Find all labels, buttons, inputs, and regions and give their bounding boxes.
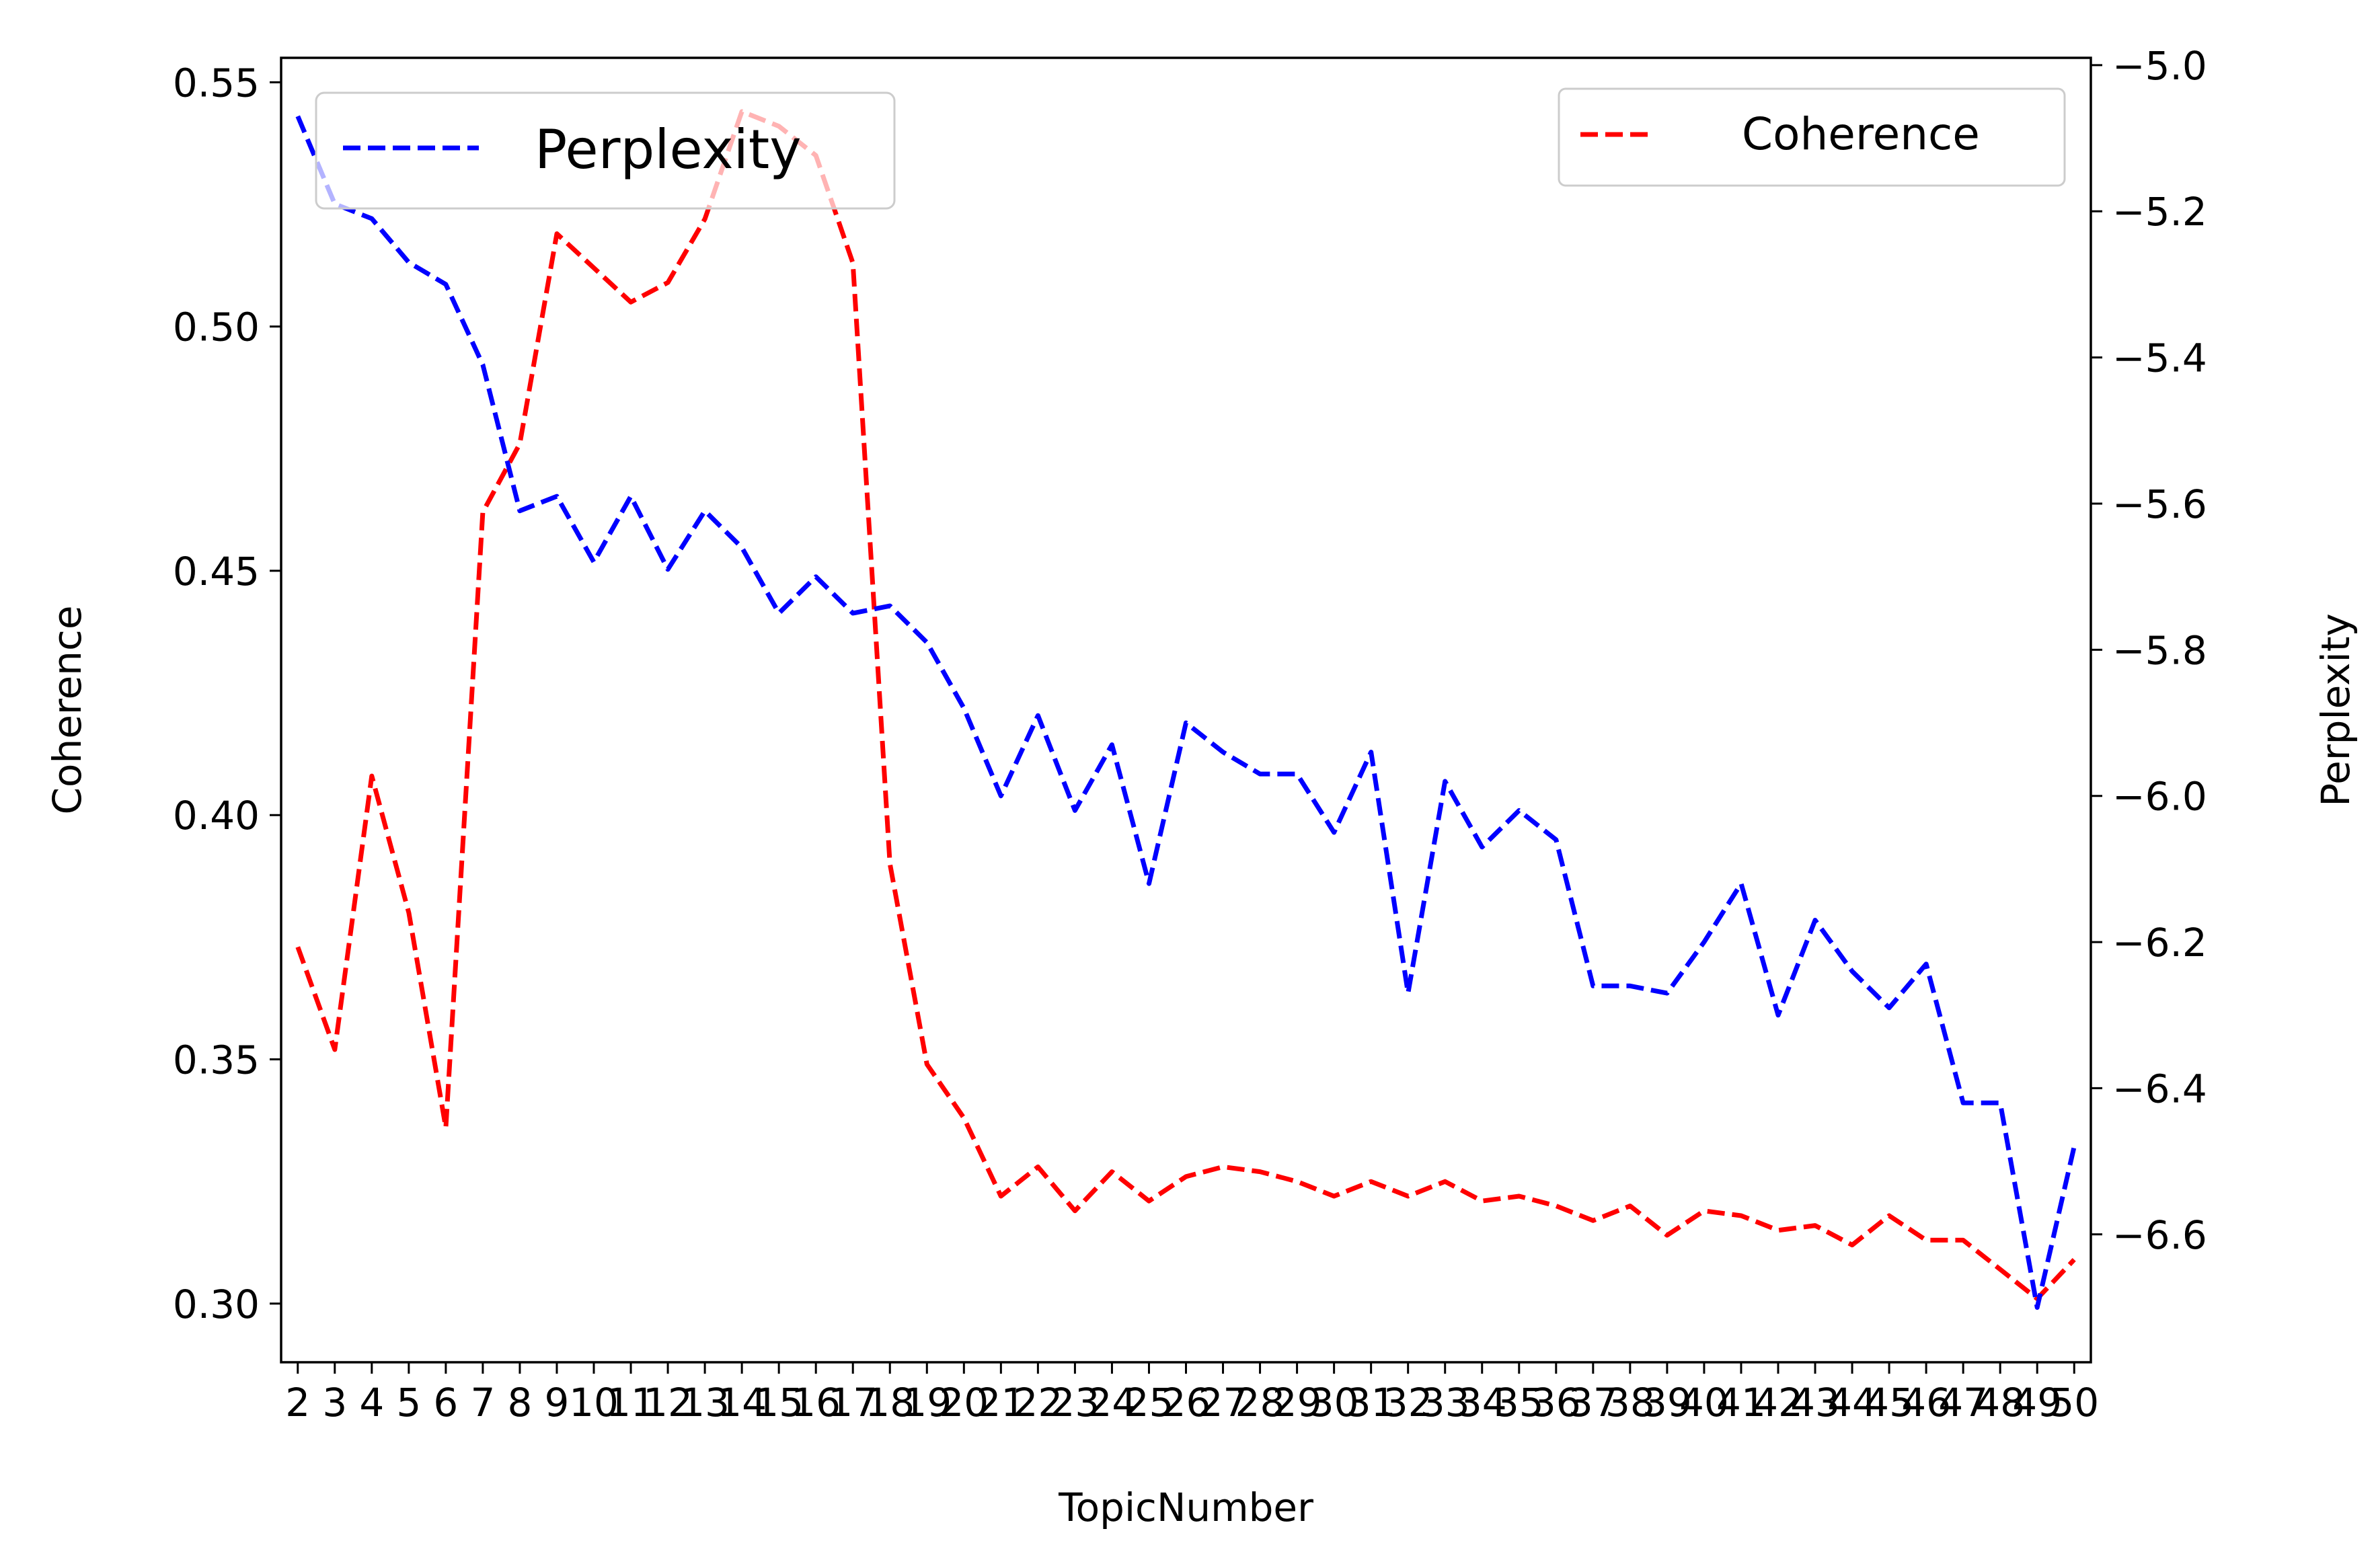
x-tick-label: 34 bbox=[1457, 1380, 1507, 1425]
legend-coherence-box bbox=[1558, 87, 2066, 187]
x-tick-label: 20 bbox=[939, 1380, 989, 1425]
legend-perplexity: Perplexity bbox=[315, 91, 896, 210]
x-tick-label: 41 bbox=[1716, 1380, 1766, 1425]
x-tick-label: 45 bbox=[1864, 1380, 1914, 1425]
x-tick-label: 21 bbox=[976, 1380, 1026, 1425]
x-tick-label: 23 bbox=[1050, 1380, 1100, 1425]
y-right-tick-label: −5.2 bbox=[2112, 189, 2207, 235]
series-line-coherence bbox=[295, 109, 2076, 1301]
x-tick-label: 8 bbox=[507, 1380, 532, 1425]
x-tick-label: 39 bbox=[1642, 1380, 1692, 1425]
x-tick-label: 9 bbox=[545, 1380, 570, 1425]
x-tick-label: 27 bbox=[1198, 1380, 1248, 1425]
y-right-axis-label: Perplexity bbox=[2313, 613, 2359, 807]
x-tick-label: 24 bbox=[1087, 1380, 1137, 1425]
x-tick-label: 43 bbox=[1790, 1380, 1840, 1425]
x-tick-label: 38 bbox=[1605, 1380, 1655, 1425]
y-right-tick-label: −6.0 bbox=[2112, 774, 2207, 820]
x-tick-label: 28 bbox=[1235, 1380, 1285, 1425]
x-tick-label: 13 bbox=[680, 1380, 730, 1425]
y-left-tick-label: 0.35 bbox=[173, 1037, 260, 1083]
legend-perplexity-label: Perplexity bbox=[535, 118, 802, 181]
x-tick-label: 44 bbox=[1827, 1380, 1877, 1425]
x-tick-label: 50 bbox=[2049, 1380, 2099, 1425]
x-tick-label: 17 bbox=[828, 1380, 878, 1425]
legend-perplexity-box bbox=[315, 91, 896, 210]
x-tick-label: 35 bbox=[1494, 1380, 1544, 1425]
x-tick-label: 11 bbox=[606, 1380, 656, 1425]
y-right-tick-label: −5.6 bbox=[2112, 481, 2207, 527]
x-tick-label: 4 bbox=[359, 1380, 384, 1425]
y-left-tick-label: 0.50 bbox=[173, 305, 260, 350]
x-axis-label: TopicNumber bbox=[1058, 1485, 1313, 1530]
y-right-tick-label: −6.6 bbox=[2112, 1212, 2207, 1258]
x-tick-label: 33 bbox=[1420, 1380, 1470, 1425]
x-tick-label: 49 bbox=[2012, 1380, 2062, 1425]
legend-coherence-label: Coherence bbox=[1742, 108, 1980, 160]
x-tick-label: 19 bbox=[902, 1380, 952, 1425]
x-tick-label: 16 bbox=[791, 1380, 841, 1425]
x-tick-label: 31 bbox=[1346, 1380, 1396, 1425]
y-left-tick-label: 0.45 bbox=[173, 549, 260, 594]
series-layer bbox=[295, 109, 2077, 1310]
x-tick-label: 7 bbox=[470, 1380, 495, 1425]
x-tick-label: 18 bbox=[865, 1380, 915, 1425]
x-tick-label: 6 bbox=[433, 1380, 458, 1425]
x-tick-label: 2 bbox=[285, 1380, 310, 1425]
y-left-axis-label: Coherence bbox=[44, 605, 90, 814]
x-tick-label: 26 bbox=[1161, 1380, 1211, 1425]
x-tick-label: 3 bbox=[322, 1380, 347, 1425]
x-tick-label: 10 bbox=[569, 1380, 619, 1425]
x-tick-label: 12 bbox=[643, 1380, 693, 1425]
axes-layer: 2 3 4 5 6 7 8 9 10111213141516171819202122232425… bbox=[44, 43, 2359, 1530]
x-tick-label: 14 bbox=[717, 1380, 767, 1425]
y-right-tick-label: −5.0 bbox=[2112, 43, 2207, 89]
x-tick-label: 25 bbox=[1124, 1380, 1174, 1425]
y-right-tick-label: −5.4 bbox=[2112, 336, 2207, 381]
x-tick-label: 32 bbox=[1383, 1380, 1433, 1425]
x-tick-label: 47 bbox=[1938, 1380, 1988, 1425]
y-right-tick-label: −5.8 bbox=[2112, 627, 2207, 673]
series-line-perplexity bbox=[295, 115, 2077, 1310]
y-right-tick-label: −6.4 bbox=[2112, 1066, 2207, 1111]
y-left-tick-label: 0.55 bbox=[173, 60, 260, 106]
y-left-tick-label: 0.30 bbox=[173, 1282, 260, 1327]
x-tick-label: 29 bbox=[1272, 1380, 1322, 1425]
x-tick-label: 5 bbox=[396, 1380, 421, 1425]
x-tick-label: 37 bbox=[1568, 1380, 1618, 1425]
x-tick-label: 36 bbox=[1531, 1380, 1581, 1425]
x-tick-label: 15 bbox=[754, 1380, 804, 1425]
x-tick-label: 48 bbox=[1975, 1380, 2025, 1425]
y-right-tick-label: −6.2 bbox=[2112, 920, 2207, 966]
x-tick-label: 42 bbox=[1753, 1380, 1803, 1425]
x-tick-label: 46 bbox=[1901, 1380, 1951, 1425]
y-left-tick-label: 0.40 bbox=[173, 793, 260, 838]
x-tick-label: 40 bbox=[1679, 1380, 1729, 1425]
x-tick-label: 22 bbox=[1013, 1380, 1063, 1425]
x-tick-label: 30 bbox=[1309, 1380, 1359, 1425]
legend-coherence: Coherence bbox=[1558, 87, 2066, 187]
